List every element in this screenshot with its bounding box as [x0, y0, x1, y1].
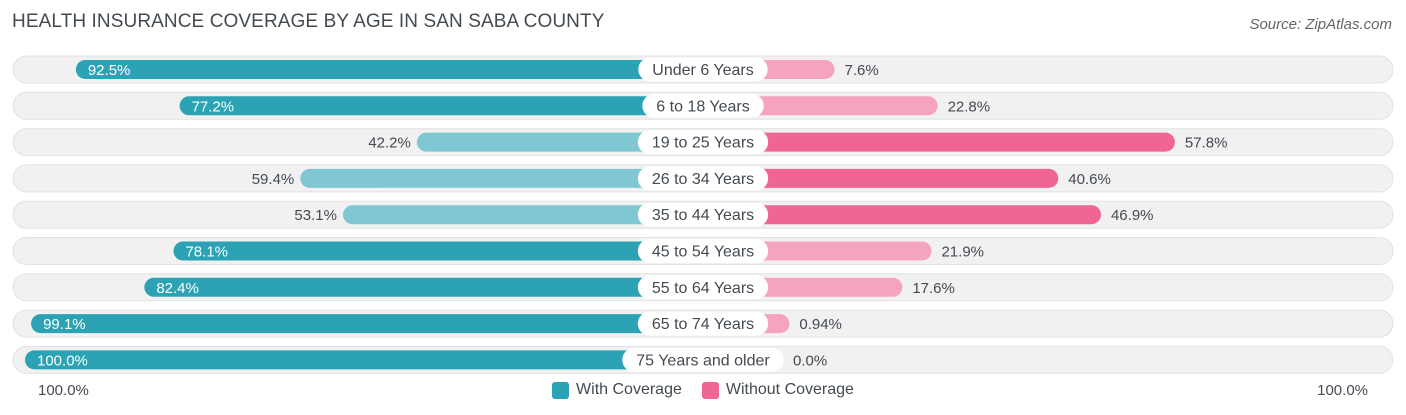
- bar-without-coverage: [703, 205, 1101, 225]
- value-label-with-coverage: 42.2%: [368, 135, 411, 152]
- category-label: 45 to 54 Years: [652, 244, 754, 261]
- legend-item-with-coverage: With Coverage: [552, 381, 682, 399]
- category-label: 55 to 64 Years: [652, 280, 754, 297]
- category-pill: [637, 311, 769, 336]
- category-label: 35 to 44 Years: [652, 207, 754, 224]
- category-pill: [638, 57, 768, 82]
- bar-with-coverage: [179, 96, 704, 116]
- axis-label-left: 100.0%: [38, 382, 89, 399]
- bar-with-coverage: [416, 132, 703, 152]
- source-credit: Source: ZipAtlas.com: [1249, 16, 1392, 33]
- bar-with-coverage: [342, 205, 703, 225]
- value-label-with-coverage: 59.4%: [252, 171, 295, 188]
- category-pill: [637, 130, 769, 155]
- legend-item-without-coverage: Without Coverage: [701, 381, 854, 399]
- category-pill: [637, 166, 769, 191]
- category-label: 19 to 25 Years: [652, 135, 754, 152]
- value-label-with-coverage: 53.1%: [294, 207, 337, 224]
- legend: With Coverage Without Coverage: [0, 381, 1406, 399]
- legend-swatch-without-coverage: [701, 381, 719, 399]
- bar-with-coverage: [144, 277, 703, 297]
- value-label-without-coverage: 0.0%: [793, 352, 827, 369]
- category-pill: [637, 275, 769, 300]
- category-label: 6 to 18 Years: [656, 98, 749, 115]
- bar-without-coverage: [703, 132, 1175, 152]
- bar-with-coverage: [31, 314, 704, 334]
- category-label: 75 Years and older: [636, 352, 770, 369]
- axis-label-right: 100.0%: [1317, 382, 1368, 399]
- value-label-with-coverage: 82.4%: [156, 280, 199, 297]
- chart-title: HEALTH INSURANCE COVERAGE BY AGE IN SAN …: [12, 11, 605, 32]
- value-label-with-coverage: 78.1%: [185, 244, 228, 261]
- category-pill: [642, 93, 764, 118]
- value-label-with-coverage: 99.1%: [43, 316, 86, 333]
- bar-with-coverage: [300, 168, 703, 188]
- value-label-without-coverage: 22.8%: [948, 98, 991, 115]
- category-label: 65 to 74 Years: [652, 316, 754, 333]
- bar-with-coverage: [173, 241, 703, 261]
- value-label-without-coverage: 21.9%: [941, 244, 984, 261]
- value-label-with-coverage: 92.5%: [88, 62, 131, 79]
- value-label-with-coverage: 100.0%: [37, 352, 88, 369]
- value-label-with-coverage: 77.2%: [192, 98, 235, 115]
- chart-canvas: Under 6 Years 92.5% 7.6% 6 to 18 Years 77.2%…: [12, 55, 1394, 374]
- category-pill: [637, 202, 769, 227]
- value-label-without-coverage: 17.6%: [912, 280, 955, 297]
- value-label-without-coverage: 46.9%: [1111, 207, 1154, 224]
- value-label-without-coverage: 40.6%: [1068, 171, 1111, 188]
- category-label: 26 to 34 Years: [652, 171, 754, 188]
- value-label-without-coverage: 0.94%: [799, 316, 842, 333]
- bar-with-coverage: [25, 350, 703, 370]
- value-label-without-coverage: 57.8%: [1185, 135, 1228, 152]
- legend-label-without-coverage: Without Coverage: [725, 381, 854, 398]
- value-label-without-coverage: 7.6%: [845, 62, 879, 79]
- legend-label-with-coverage: With Coverage: [576, 381, 682, 398]
- category-label: Under 6 Years: [652, 62, 753, 79]
- legend-swatch-with-coverage: [552, 381, 570, 399]
- bar-with-coverage: [75, 60, 704, 79]
- category-pill: [637, 239, 769, 263]
- category-pill: [622, 347, 784, 372]
- bar-without-coverage: [703, 168, 1059, 188]
